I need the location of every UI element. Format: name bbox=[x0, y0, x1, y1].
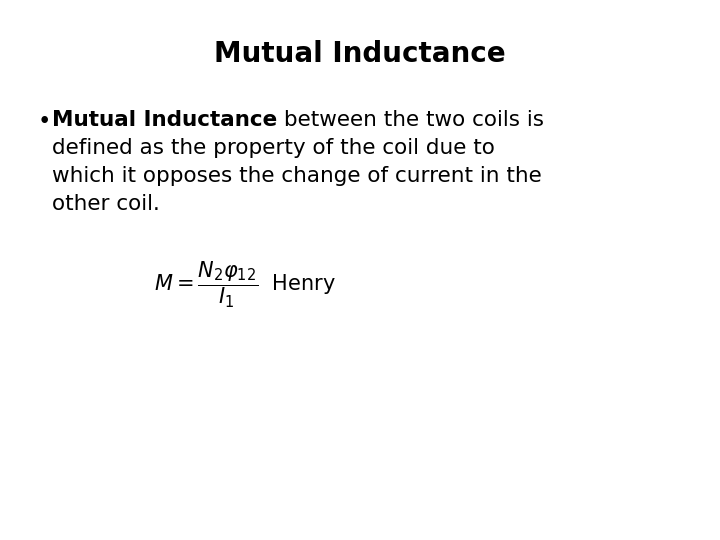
Text: $M = \dfrac{N_2\varphi_{12}}{I_1}$  Henry: $M = \dfrac{N_2\varphi_{12}}{I_1}$ Henry bbox=[154, 260, 336, 310]
Text: Mutual Inductance: Mutual Inductance bbox=[52, 110, 277, 130]
Text: Mutual Inductance: Mutual Inductance bbox=[214, 40, 506, 68]
Text: defined as the property of the coil due to: defined as the property of the coil due … bbox=[52, 138, 495, 158]
Text: which it opposes the change of current in the: which it opposes the change of current i… bbox=[52, 166, 541, 186]
Text: •: • bbox=[38, 110, 51, 133]
Text: other coil.: other coil. bbox=[52, 194, 160, 214]
Text: between the two coils is: between the two coils is bbox=[277, 110, 544, 130]
